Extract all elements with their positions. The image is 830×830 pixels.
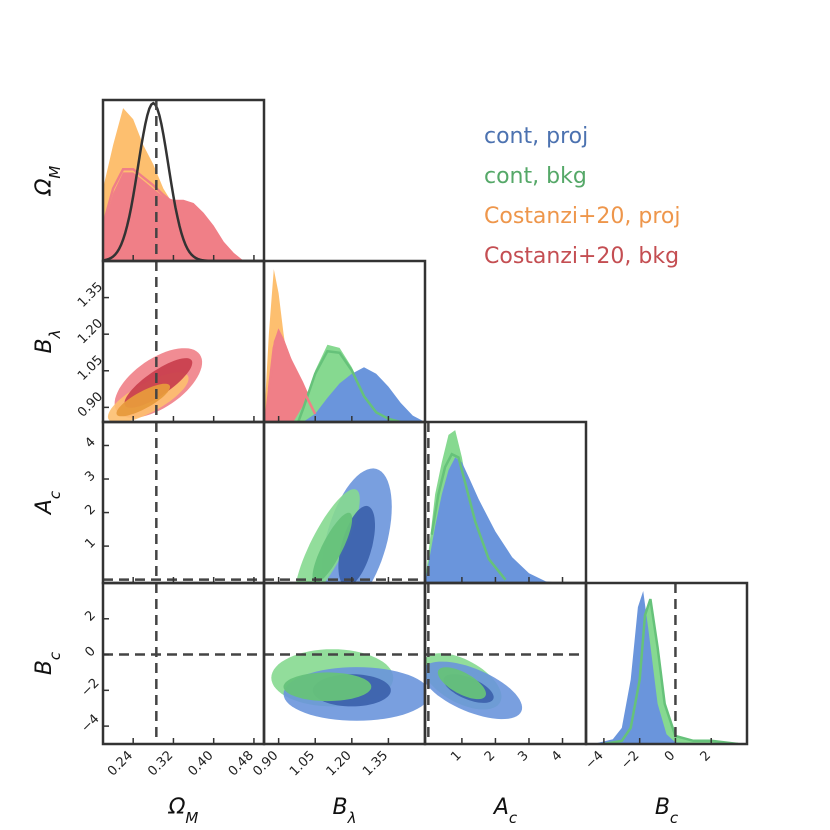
y-tick-label-bl: 0.90 — [75, 389, 106, 420]
y-tick-label-ac: 3 — [82, 468, 98, 484]
x-tick-label-bc: −2 — [618, 748, 642, 772]
y-axis-label-bc: Bc — [32, 651, 64, 675]
legend-entry-2: Costanzi+20, proj — [484, 204, 681, 229]
x-axis-label-om: ΩM — [168, 795, 199, 827]
contour-ac-bl-3 — [312, 512, 353, 583]
x-tick-label-bl: 1.20 — [324, 748, 355, 779]
y-axis-label-om: ΩM — [32, 166, 64, 197]
y-tick-label-bc: −4 — [78, 712, 102, 736]
prior-curve — [103, 101, 264, 261]
marginal-fill-om-1 — [103, 172, 244, 261]
marginal-line-bl-5 — [267, 328, 317, 415]
y-tick-label-bc: −2 — [78, 676, 102, 700]
contour-bc-ac-3 — [437, 667, 486, 700]
marginal-panel-bc — [593, 591, 739, 744]
x-tick-label-bc: 0 — [662, 748, 678, 764]
truth-lines-3-2 — [425, 583, 586, 744]
legend-entry-0: cont, proj — [484, 124, 588, 149]
marginal-line-ac-2 — [430, 452, 507, 581]
y-tick-label-bl: 1.35 — [75, 280, 106, 311]
joint-panel-bc-bl — [271, 649, 425, 721]
marginal-line-om-2 — [103, 167, 185, 226]
marginal-panel-bl — [264, 269, 425, 422]
x-tick-label-bl: 0.90 — [250, 748, 281, 779]
y-tick-label-ac: 1 — [82, 535, 98, 551]
marginal-panel-ac — [425, 430, 563, 583]
legend-entry-1: cont, bkg — [484, 164, 587, 189]
x-tick-label-om: 0.32 — [145, 748, 176, 779]
y-tick-label-ac: 4 — [82, 435, 98, 451]
truth-lines-2-0 — [103, 422, 264, 583]
x-axis-label-ac: Ac — [492, 795, 518, 827]
y-axis-label-ac: Ac — [32, 490, 64, 516]
marginal-line-bc-2 — [603, 598, 739, 744]
legend-entry-3: Costanzi+20, bkg — [484, 244, 679, 269]
x-tick-label-bc: −4 — [583, 748, 607, 772]
panel-frame-3-3 — [584, 581, 749, 746]
x-tick-label-ac: 2 — [482, 748, 498, 764]
y-tick-label-bl: 1.05 — [75, 353, 106, 384]
contour-bc-bl-3 — [283, 672, 372, 702]
x-tick-label-om: 0.40 — [185, 748, 216, 779]
x-tick-label-bl: 1.35 — [360, 748, 391, 779]
x-axis-label-bl: Bλ — [333, 795, 357, 827]
y-axis-label-bl: Bλ — [32, 330, 64, 354]
x-tick-label-om: 0.48 — [226, 748, 257, 779]
panel-frame-3-0 — [101, 581, 266, 746]
y-tick-label-ac: 2 — [82, 502, 98, 518]
x-tick-label-bc: 2 — [698, 748, 714, 764]
x-tick-label-ac: 3 — [515, 748, 531, 764]
marginal-fill-ac-1 — [425, 457, 563, 583]
y-tick-label-bc: 2 — [82, 608, 98, 624]
marginal-fill-bc-1 — [593, 591, 694, 744]
x-tick-label-ac: 4 — [549, 748, 565, 764]
joint-panel-bl-om — [107, 348, 203, 422]
joint-panel-bc-ac — [425, 653, 523, 720]
x-tick-label-om: 0.24 — [105, 748, 136, 779]
marginal-line-bl-4 — [297, 349, 401, 422]
y-tick-label-bc: 0 — [82, 644, 98, 660]
joint-panel-ac-bl — [296, 468, 392, 583]
x-axis-label-bc: Bc — [655, 795, 679, 827]
y-tick-label-bl: 1.20 — [75, 316, 106, 347]
panel-frame-2-0 — [101, 420, 266, 585]
contour-ac-bl-2 — [338, 505, 375, 583]
marginal-panel-om — [103, 101, 264, 261]
truth-lines-3-0 — [103, 583, 264, 744]
x-tick-label-ac: 1 — [448, 748, 464, 764]
x-tick-label-bl: 1.05 — [287, 748, 318, 779]
